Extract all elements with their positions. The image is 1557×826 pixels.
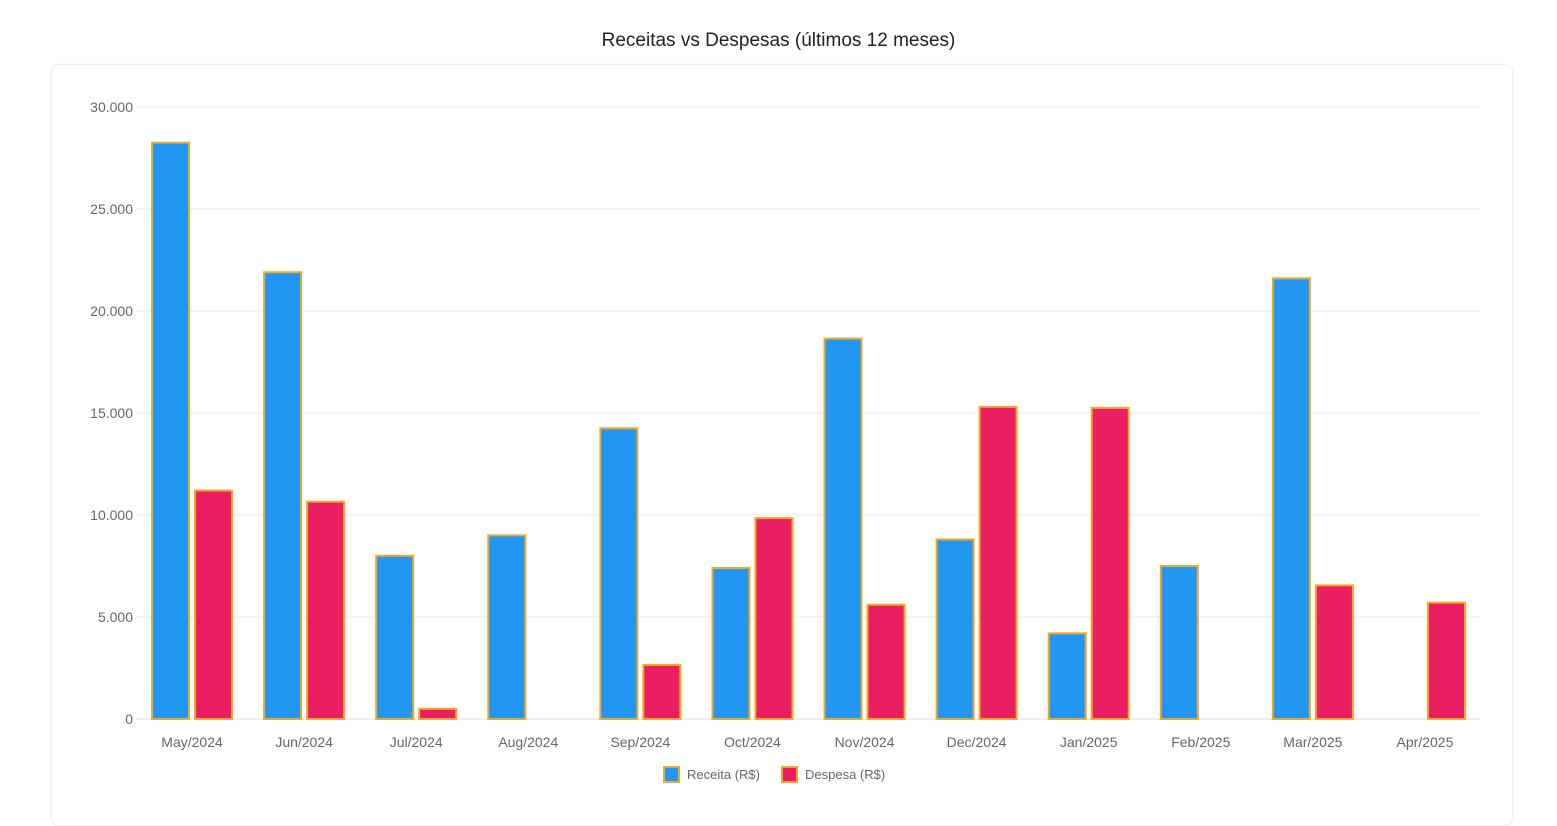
y-tick-label: 15.000: [90, 405, 133, 421]
x-tick-label: Jul/2024: [390, 734, 443, 750]
chart-title: Receitas vs Despesas (últimos 12 meses): [601, 30, 956, 51]
y-tick-label: 25.000: [90, 201, 133, 217]
bar-despesa: [642, 663, 682, 721]
bar-receita: [823, 337, 863, 720]
x-tick-label: Jan/2025: [1060, 734, 1118, 750]
legend-label: Receita (R$): [687, 767, 760, 782]
y-tick-label: 5.000: [98, 609, 133, 625]
bar-receita: [1271, 277, 1311, 720]
bar-despesa: [306, 500, 346, 720]
x-tick-label: Nov/2024: [835, 734, 895, 750]
bar-despesa: [866, 603, 906, 721]
legend-swatch: [781, 766, 798, 783]
bar-despesa: [1090, 406, 1130, 720]
bar-receita: [263, 271, 303, 720]
x-tick-label: Dec/2024: [947, 734, 1007, 750]
y-tick-label: 0: [125, 711, 133, 727]
bar-receita: [487, 534, 527, 721]
bar-receita: [599, 427, 639, 720]
y-tick-label: 10.000: [90, 507, 133, 523]
legend-label: Despesa (R$): [805, 767, 885, 782]
x-tick-label: Sep/2024: [610, 734, 670, 750]
x-tick-label: Apr/2025: [1397, 734, 1454, 750]
bar-despesa: [978, 405, 1018, 720]
bar-receita: [935, 538, 975, 720]
x-tick-label: Mar/2025: [1283, 734, 1342, 750]
bar-despesa: [1426, 601, 1466, 720]
bar-chart: 0 5.000 10.000 15.000 20.000 25.000 30.000 May/…: [90, 99, 1481, 783]
bar-receita: [711, 567, 751, 720]
legend-swatch: [663, 766, 680, 783]
bar-receita: [1047, 632, 1087, 721]
x-tick-label: Jun/2024: [275, 734, 333, 750]
bar-despesa: [754, 517, 794, 720]
bar-despesa: [1314, 584, 1354, 720]
x-tick-label: Aug/2024: [498, 734, 558, 750]
bar-receita: [1159, 565, 1199, 720]
x-tick-label: Oct/2024: [724, 734, 781, 750]
y-tick-label: 20.000: [90, 303, 133, 319]
bar-receita: [151, 141, 191, 720]
y-tick-label: 30.000: [90, 99, 133, 115]
bar-despesa: [194, 489, 234, 720]
bar-receita: [375, 554, 415, 720]
x-tick-label: May/2024: [161, 734, 223, 750]
bar-despesa: [418, 707, 458, 720]
x-tick-label: Feb/2025: [1171, 734, 1230, 750]
